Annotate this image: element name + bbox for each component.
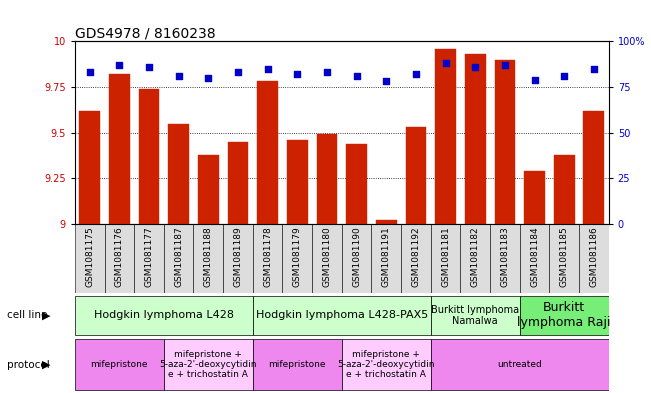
Text: Burkitt lymphoma
Namalwa: Burkitt lymphoma Namalwa [431, 305, 519, 326]
Bar [223, 224, 253, 293]
Bar [436, 49, 456, 224]
Text: Hodgkin lymphoma L428-PAX5: Hodgkin lymphoma L428-PAX5 [256, 310, 428, 320]
Bar [524, 171, 545, 224]
Text: GSM1081177: GSM1081177 [145, 226, 154, 287]
Point [203, 75, 214, 81]
Bar [431, 339, 609, 390]
Text: mifepristone +
5-aza-2'-deoxycytidin
e + trichostatin A: mifepristone + 5-aza-2'-deoxycytidin e +… [159, 350, 257, 379]
Point [440, 60, 450, 66]
Bar [164, 224, 193, 293]
Text: ▶: ▶ [42, 310, 51, 320]
Point [292, 71, 303, 77]
Bar [549, 224, 579, 293]
Point [144, 64, 154, 70]
Text: GSM1081179: GSM1081179 [293, 226, 302, 287]
Bar [460, 224, 490, 293]
Bar [490, 224, 519, 293]
Point [559, 73, 570, 79]
Text: untreated: untreated [497, 360, 542, 369]
Bar [342, 224, 372, 293]
Text: GSM1081192: GSM1081192 [411, 226, 421, 287]
Text: GSM1081188: GSM1081188 [204, 226, 213, 287]
Bar [168, 123, 189, 224]
Bar [75, 339, 164, 390]
Bar [283, 224, 312, 293]
Point [322, 69, 332, 75]
Text: GSM1081178: GSM1081178 [263, 226, 272, 287]
Text: GSM1081182: GSM1081182 [471, 226, 480, 287]
Point [589, 66, 599, 72]
Text: GSM1081180: GSM1081180 [322, 226, 331, 287]
Bar [342, 339, 431, 390]
Bar [465, 54, 486, 224]
Point [352, 73, 362, 79]
Point [529, 77, 540, 83]
Text: GSM1081189: GSM1081189 [234, 226, 242, 287]
Bar [495, 59, 515, 224]
Bar [164, 339, 253, 390]
Text: GSM1081185: GSM1081185 [560, 226, 569, 287]
Text: mifepristone +
5-aza-2'-deoxycytidin
e + trichostatin A: mifepristone + 5-aza-2'-deoxycytidin e +… [337, 350, 435, 379]
Text: GSM1081191: GSM1081191 [381, 226, 391, 287]
Bar [253, 224, 283, 293]
Bar [431, 296, 519, 335]
Text: GSM1081183: GSM1081183 [501, 226, 509, 287]
Bar [287, 140, 308, 224]
Text: GDS4978 / 8160238: GDS4978 / 8160238 [75, 26, 215, 40]
Point [470, 64, 480, 70]
Bar [579, 224, 609, 293]
Bar [134, 224, 164, 293]
Text: GSM1081190: GSM1081190 [352, 226, 361, 287]
Text: ▶: ▶ [42, 360, 51, 369]
Text: cell line: cell line [7, 310, 50, 320]
Bar [406, 127, 426, 224]
Point [114, 62, 124, 68]
Bar [316, 134, 337, 224]
Bar [109, 74, 130, 224]
Bar [583, 111, 604, 224]
Point [262, 66, 273, 72]
Bar [519, 224, 549, 293]
Bar [105, 224, 134, 293]
Text: GSM1081181: GSM1081181 [441, 226, 450, 287]
Bar [253, 296, 431, 335]
Text: GSM1081184: GSM1081184 [530, 226, 539, 287]
Bar [346, 143, 367, 224]
Text: Hodgkin lymphoma L428: Hodgkin lymphoma L428 [94, 310, 234, 320]
Text: GSM1081176: GSM1081176 [115, 226, 124, 287]
Text: GSM1081186: GSM1081186 [589, 226, 598, 287]
Point [381, 78, 391, 84]
Bar [139, 89, 159, 224]
Bar [257, 81, 278, 224]
Point [500, 62, 510, 68]
Point [233, 69, 243, 75]
Bar [75, 296, 253, 335]
Bar [431, 224, 460, 293]
Text: protocol: protocol [7, 360, 53, 369]
Bar [312, 224, 342, 293]
Bar [519, 296, 609, 335]
Bar [228, 142, 249, 224]
Point [411, 71, 421, 77]
Point [85, 69, 95, 75]
Bar [79, 111, 100, 224]
Bar [75, 224, 105, 293]
Bar [554, 154, 575, 224]
Text: GSM1081187: GSM1081187 [174, 226, 183, 287]
Bar [198, 154, 219, 224]
Bar [376, 220, 396, 224]
Text: mifepristone: mifepristone [269, 360, 326, 369]
Bar [253, 339, 342, 390]
Point [173, 73, 184, 79]
Bar [372, 224, 401, 293]
Bar [401, 224, 431, 293]
Text: mifepristone: mifepristone [90, 360, 148, 369]
Bar [193, 224, 223, 293]
Text: Burkitt
lymphoma Raji: Burkitt lymphoma Raji [518, 301, 611, 329]
Text: GSM1081175: GSM1081175 [85, 226, 94, 287]
